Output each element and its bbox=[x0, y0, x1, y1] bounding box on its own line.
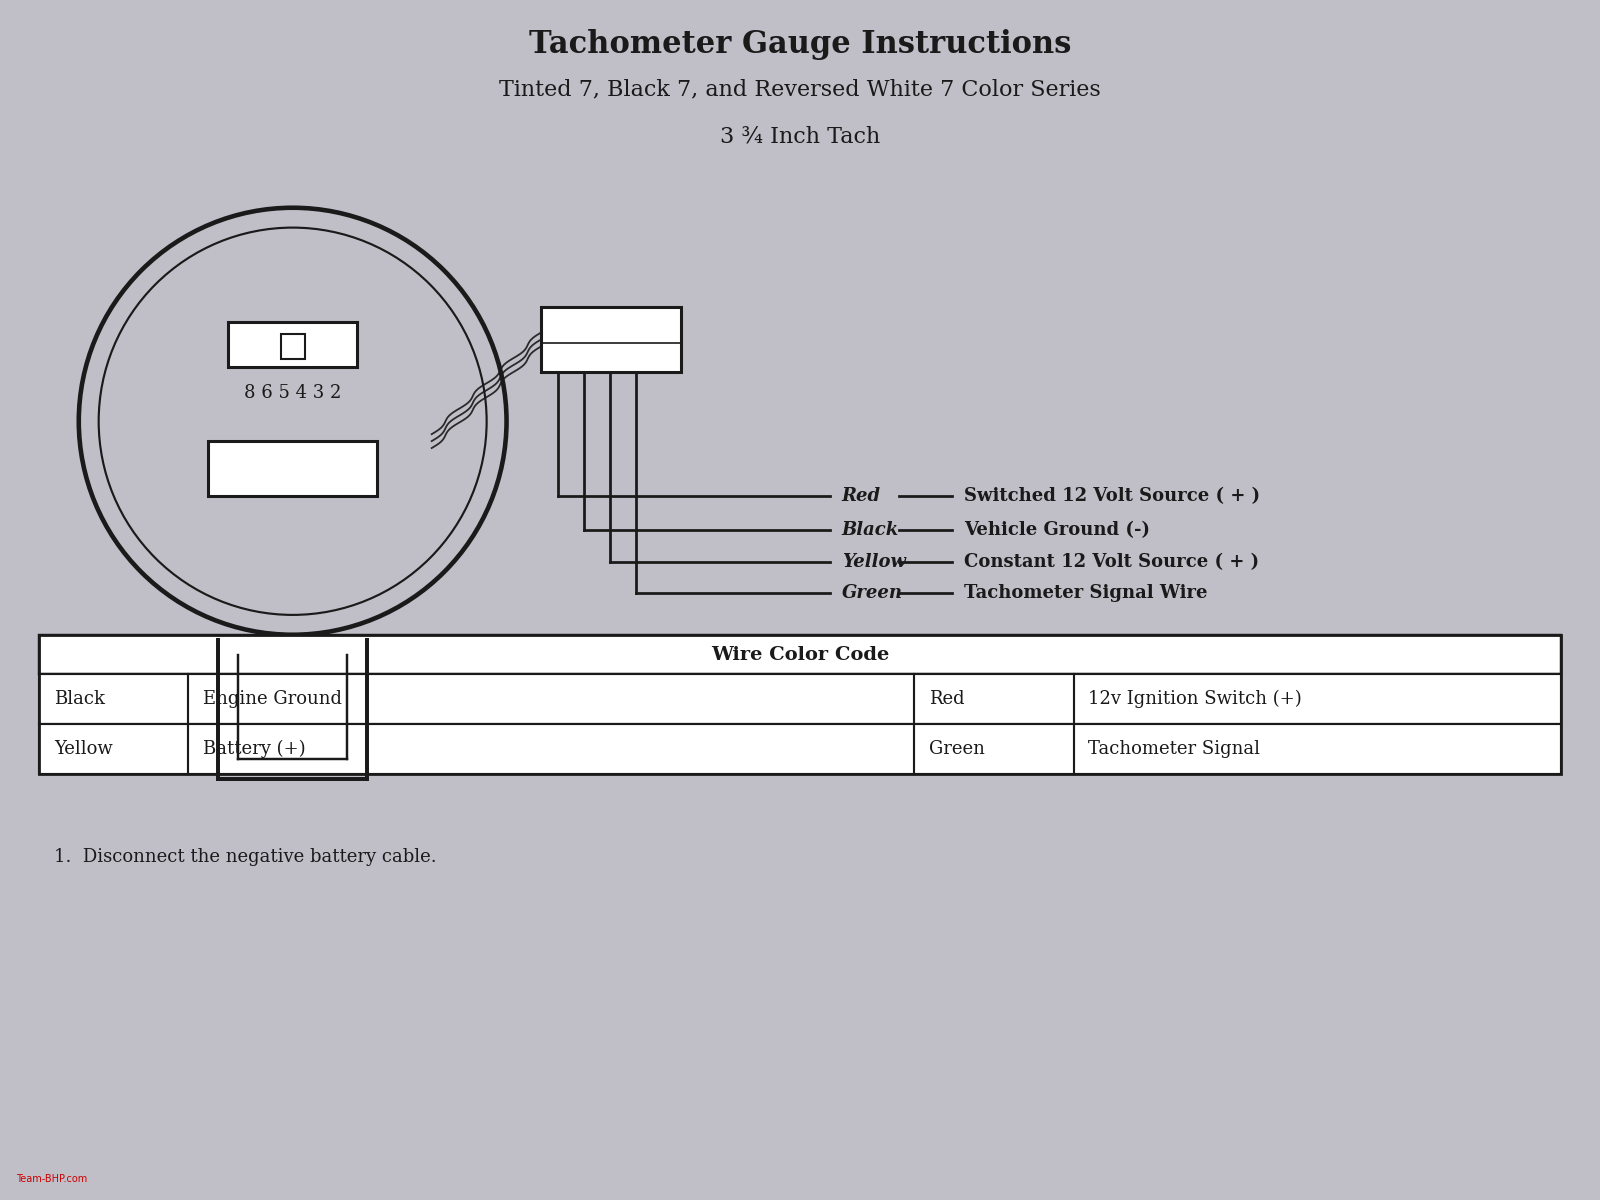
Text: 12v Ignition Switch (+): 12v Ignition Switch (+) bbox=[1088, 690, 1302, 708]
Text: Switched 12 Volt Source ( + ): Switched 12 Volt Source ( + ) bbox=[965, 487, 1261, 505]
Text: Green: Green bbox=[842, 584, 902, 602]
Text: Team-BHP.com: Team-BHP.com bbox=[16, 1174, 88, 1184]
Text: Battery (+): Battery (+) bbox=[203, 740, 306, 758]
FancyBboxPatch shape bbox=[280, 334, 304, 359]
Text: Green: Green bbox=[930, 740, 986, 758]
Text: Black: Black bbox=[842, 522, 899, 540]
FancyBboxPatch shape bbox=[38, 635, 1562, 674]
Text: Tachometer Signal Wire: Tachometer Signal Wire bbox=[965, 584, 1208, 602]
FancyBboxPatch shape bbox=[227, 322, 357, 367]
Text: Engine Ground: Engine Ground bbox=[203, 690, 342, 708]
FancyBboxPatch shape bbox=[38, 674, 1562, 724]
FancyBboxPatch shape bbox=[208, 442, 378, 496]
FancyBboxPatch shape bbox=[38, 724, 1562, 774]
Text: Tinted 7, Black 7, and Reversed White 7 Color Series: Tinted 7, Black 7, and Reversed White 7 … bbox=[499, 79, 1101, 101]
Text: Yellow: Yellow bbox=[54, 740, 112, 758]
Text: 8 6 5 4 3 2: 8 6 5 4 3 2 bbox=[243, 384, 341, 402]
Text: Constant 12 Volt Source ( + ): Constant 12 Volt Source ( + ) bbox=[965, 553, 1259, 571]
FancyBboxPatch shape bbox=[541, 307, 680, 372]
Text: 3 ¾ Inch Tach: 3 ¾ Inch Tach bbox=[720, 125, 880, 148]
Text: Tachometer Gauge Instructions: Tachometer Gauge Instructions bbox=[530, 29, 1070, 60]
Text: Wire Color Code: Wire Color Code bbox=[710, 646, 890, 664]
Text: Tachometer Signal: Tachometer Signal bbox=[1088, 740, 1261, 758]
Text: Yellow: Yellow bbox=[842, 553, 906, 571]
Text: 1.  Disconnect the negative battery cable.: 1. Disconnect the negative battery cable… bbox=[54, 848, 437, 866]
Text: Red: Red bbox=[930, 690, 965, 708]
Text: Black: Black bbox=[54, 690, 106, 708]
Text: Red: Red bbox=[842, 487, 882, 505]
Text: Vehicle Ground (-): Vehicle Ground (-) bbox=[965, 522, 1150, 540]
